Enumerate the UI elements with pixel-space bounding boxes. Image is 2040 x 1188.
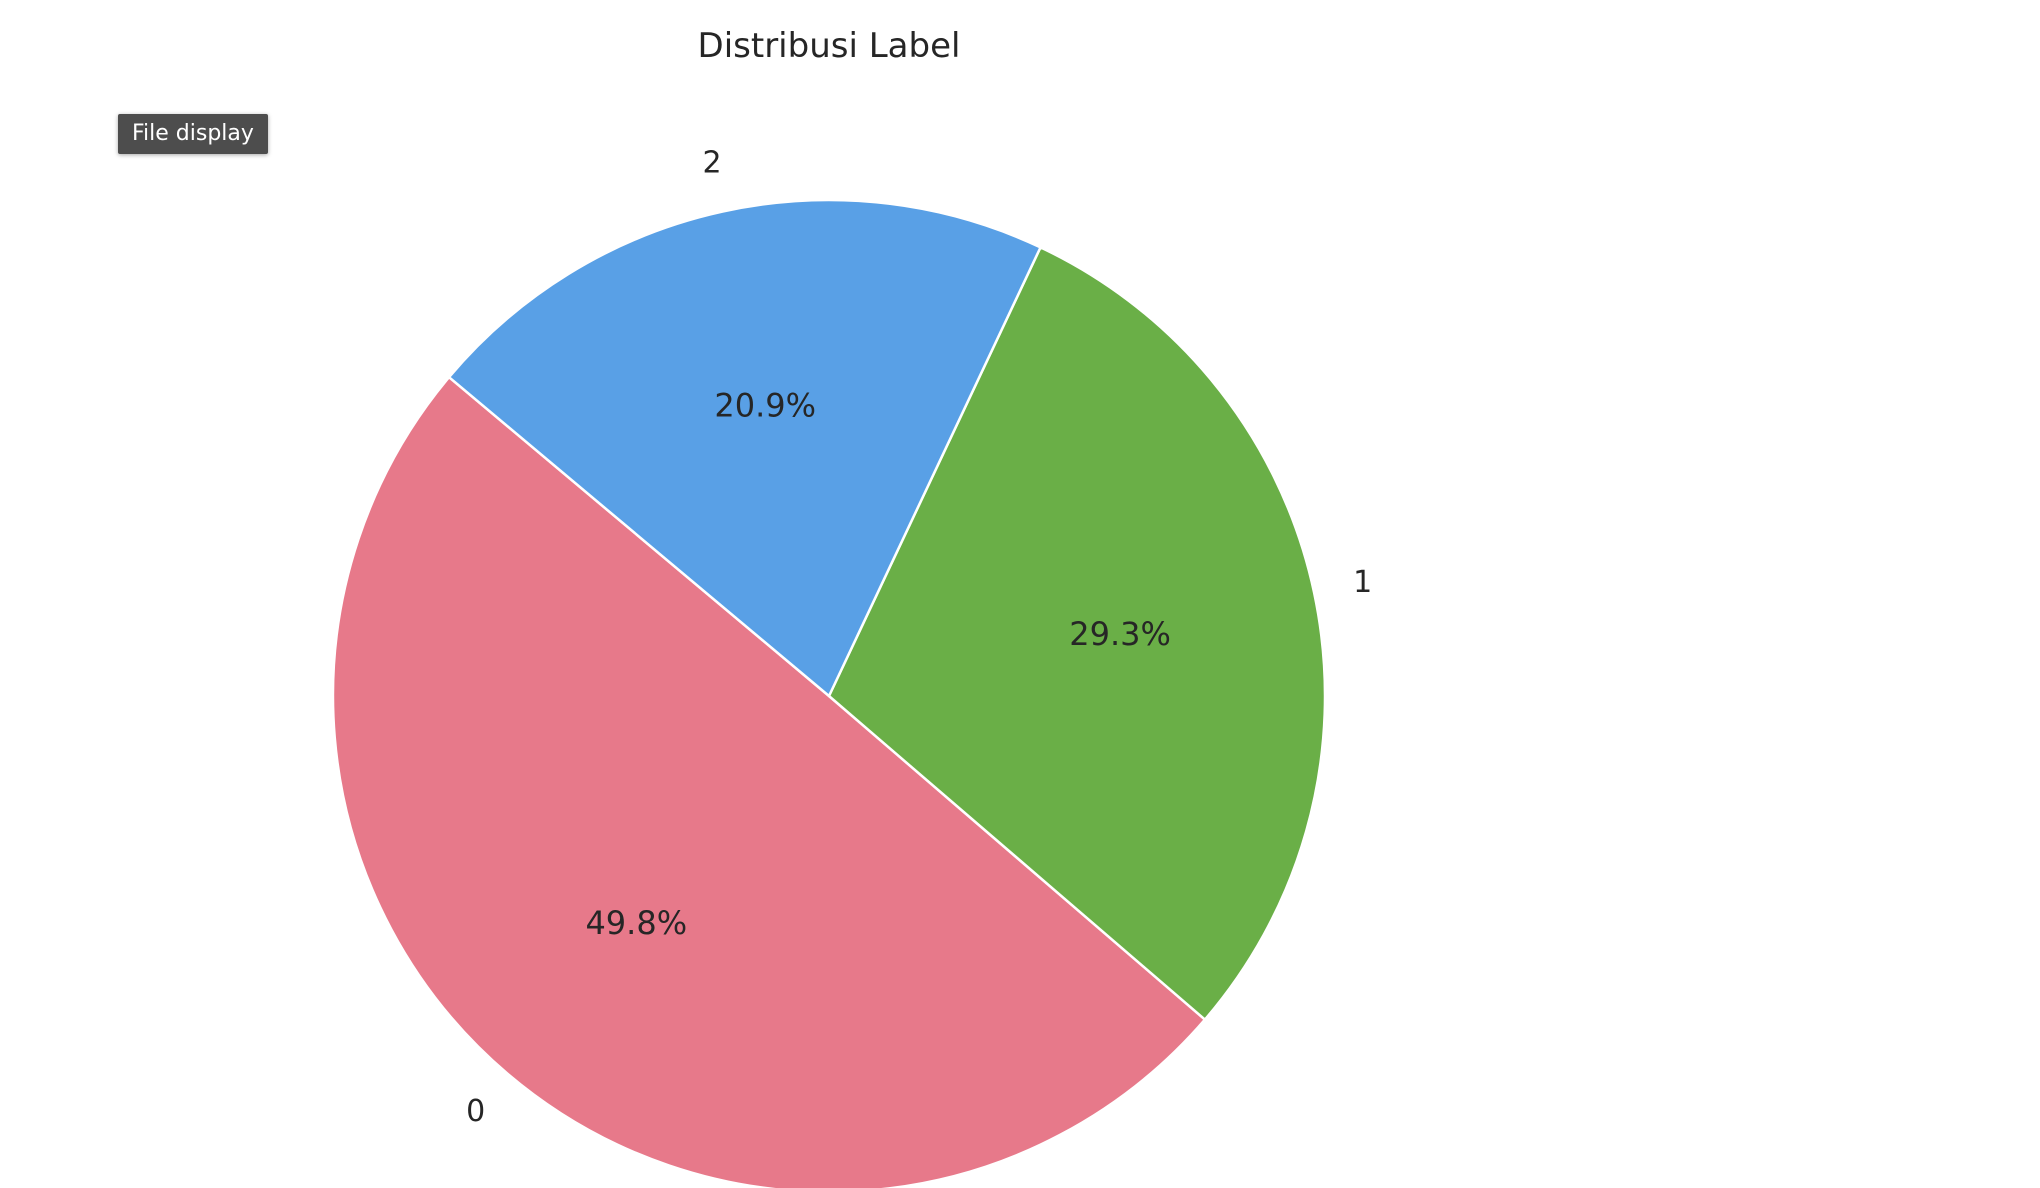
pie-labels: 0 49.8% 1 29.3% 2 20.9%: [466, 146, 1372, 1130]
percent-label-1: 29.3%: [1069, 615, 1171, 653]
pie-slice-0: [331, 375, 1207, 1188]
pie-slices: [331, 198, 1327, 1188]
file-display-tooltip: File display: [118, 114, 268, 154]
percent-label-2: 20.9%: [714, 386, 816, 424]
pie-slice-1: [827, 246, 1327, 1021]
pie-slice-2: [447, 198, 1042, 698]
category-label-1: 1: [1353, 565, 1372, 600]
category-label-2: 2: [702, 146, 721, 181]
percent-label-0: 49.8%: [585, 904, 687, 942]
chart-title: Distribusi Label: [698, 26, 961, 66]
category-label-0: 0: [466, 1094, 485, 1129]
